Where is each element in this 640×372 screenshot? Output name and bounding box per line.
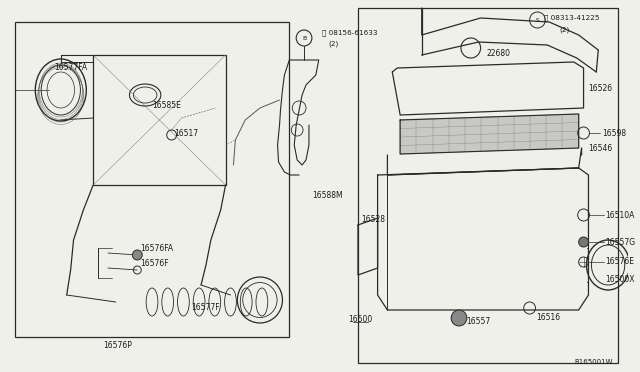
Text: 22680: 22680 <box>486 48 511 58</box>
Text: 16576E: 16576E <box>605 257 634 266</box>
Text: ⒱ 08156-61633: ⒱ 08156-61633 <box>322 30 377 36</box>
Text: 16557: 16557 <box>466 317 490 327</box>
Text: Ⓢ 08313-41225: Ⓢ 08313-41225 <box>545 15 600 21</box>
Text: S: S <box>536 17 540 22</box>
Circle shape <box>579 237 588 247</box>
Text: 16576P: 16576P <box>103 340 132 350</box>
Text: 16517: 16517 <box>175 128 198 138</box>
Text: R165001W: R165001W <box>575 359 613 365</box>
Polygon shape <box>400 114 579 154</box>
Text: (2): (2) <box>328 41 339 47</box>
Text: 16577F: 16577F <box>191 304 220 312</box>
Text: 16546: 16546 <box>588 144 612 153</box>
Text: 16598: 16598 <box>602 128 627 138</box>
Text: 16510A: 16510A <box>605 211 634 219</box>
Text: 16576FA: 16576FA <box>140 244 173 253</box>
Circle shape <box>451 310 467 326</box>
Text: 16557G: 16557G <box>605 237 636 247</box>
Text: 16516: 16516 <box>536 314 561 323</box>
Text: 16500X: 16500X <box>605 276 635 285</box>
Text: 16500: 16500 <box>348 315 372 324</box>
Text: 16585E: 16585E <box>152 100 181 109</box>
Text: (2): (2) <box>559 27 570 33</box>
Text: B: B <box>302 35 306 41</box>
Text: 16577FA: 16577FA <box>54 62 87 71</box>
Text: 16588M: 16588M <box>312 190 342 199</box>
Text: 16576F: 16576F <box>140 260 169 269</box>
Text: 16528: 16528 <box>361 215 385 224</box>
Text: 16526: 16526 <box>588 83 612 93</box>
Bar <box>358 8 618 363</box>
Bar <box>15 22 289 337</box>
Circle shape <box>132 250 142 260</box>
